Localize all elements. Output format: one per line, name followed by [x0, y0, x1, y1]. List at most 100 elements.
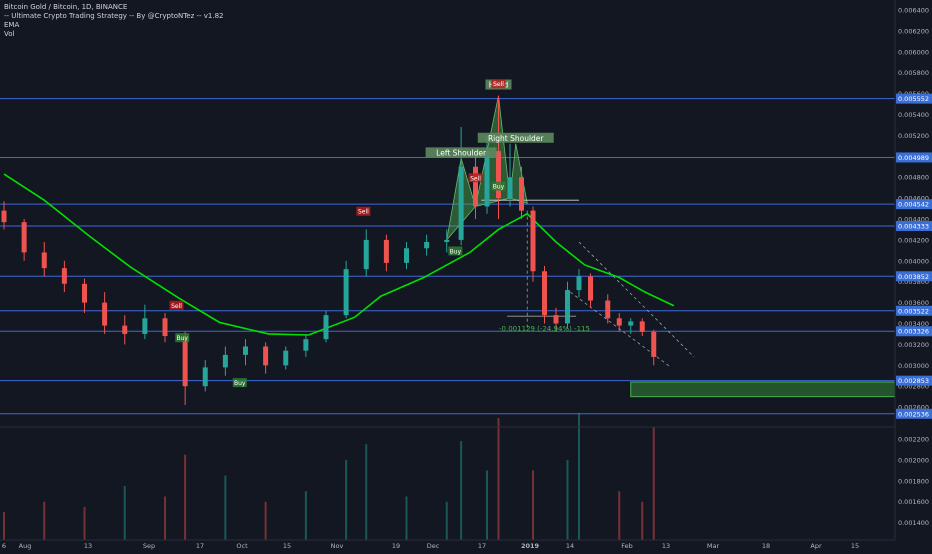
candle-body	[243, 346, 248, 355]
volume-bar	[460, 441, 463, 540]
price-tick-label: 0.003200	[898, 341, 929, 349]
volume-bar	[532, 470, 534, 540]
candle-body	[363, 239, 369, 270]
time-tick-label: Apr	[810, 542, 822, 550]
left-shoulder-label-bg	[425, 147, 497, 158]
candle-body	[458, 166, 464, 240]
volume-bar	[264, 501, 267, 540]
volume-bar	[83, 506, 86, 540]
time-tick-label: Nov	[331, 542, 344, 550]
level-label: 0.003326	[898, 328, 929, 336]
volume-bar	[365, 444, 368, 540]
time-tick-label: 13	[662, 542, 670, 550]
candle-body	[616, 318, 622, 326]
volume-bar	[566, 459, 569, 540]
price-tick-label: 0.006200	[898, 27, 929, 35]
time-tick-label: Feb	[621, 542, 633, 550]
volume-tick-label: 0.002200	[898, 436, 929, 444]
level-label: 0.003852	[898, 273, 929, 281]
level-label-bg	[896, 408, 932, 419]
sell-signal: Sell	[171, 303, 182, 310]
volume-bar	[184, 454, 187, 540]
level-label: 0.004989	[898, 154, 929, 162]
time-tick-label: Aug	[19, 542, 32, 550]
buy-signal: Buy	[177, 335, 189, 342]
candle-body	[542, 271, 547, 316]
candle-body	[496, 151, 501, 199]
level-label-bg	[896, 305, 932, 316]
strategy-indicator[interactable]: -- Ultimate Crypto Trading Strategy -- B…	[4, 12, 224, 20]
candle-body	[303, 339, 309, 351]
ema-line	[3, 173, 675, 336]
sell-signal-bg	[169, 300, 184, 310]
volume-bar	[578, 412, 580, 540]
price-tick-label: 0.006000	[898, 48, 929, 56]
price-tick-label: 0.006400	[898, 7, 929, 15]
volume-bar	[224, 475, 227, 540]
candle-body	[283, 350, 289, 366]
volume-bar	[43, 501, 46, 540]
price-tick-label: 0.002600	[898, 404, 929, 412]
candle-body	[61, 268, 67, 284]
level-label: 0.002536	[898, 410, 929, 418]
candle-body	[484, 151, 490, 207]
time-tick-label: 19	[392, 542, 400, 550]
buy-signal: Buy	[493, 184, 505, 191]
volume-bar	[486, 470, 488, 540]
candle-body	[102, 302, 108, 326]
measure-label: -0.001129 (-24.94%) -115	[499, 325, 590, 333]
level-label-bg	[896, 93, 932, 104]
level-label-bg	[896, 152, 932, 163]
volume-tick-label: 0.002000	[898, 456, 929, 464]
candle-body	[383, 239, 389, 263]
candle-body	[404, 248, 409, 263]
candle-body	[21, 222, 27, 253]
candle-body	[142, 318, 148, 334]
time-tick-label: 15	[283, 542, 291, 550]
volume-bar	[3, 512, 5, 540]
price-tick-label: 0.004400	[898, 216, 929, 224]
right-shoulder-label-bg	[477, 132, 554, 143]
volume-bar	[345, 459, 348, 540]
volume-bar	[497, 418, 500, 540]
right-shoulder-label: Right Shoulder	[488, 134, 544, 143]
candle-body	[1, 210, 7, 223]
time-tick-label: Oct	[236, 542, 248, 550]
price-tick-label: 0.003000	[898, 362, 929, 370]
left-shoulder-label: Left Shoulder	[436, 148, 487, 157]
buy-signal-bg	[448, 246, 463, 256]
candle-body	[588, 276, 593, 301]
candle-body	[202, 367, 208, 387]
time-tick-label: Sep	[143, 542, 155, 550]
candle-body	[444, 239, 450, 242]
time-tick-label: Dec	[427, 542, 440, 550]
sell-signal: Sell	[358, 209, 369, 216]
price-tick-label: 0.005800	[898, 69, 929, 77]
time-tick-label: 17	[196, 542, 204, 550]
price-tick-label: 0.005200	[898, 132, 929, 140]
ema-indicator[interactable]: EMA	[4, 21, 20, 29]
candle-body	[182, 336, 188, 387]
candle-body	[222, 354, 228, 368]
symbol-title[interactable]: Bitcoin Gold / Bitcoin, 1D, BINANCE	[4, 3, 128, 11]
buy-signal: Buy	[450, 248, 462, 255]
volume-tick-label: 0.001800	[898, 477, 929, 485]
buy-signal-bg	[491, 181, 506, 191]
candle-body	[605, 300, 611, 319]
sell-signal-bg	[356, 206, 371, 216]
target-zone	[630, 381, 905, 398]
candle-body	[553, 315, 559, 324]
time-tick-label: 17	[478, 542, 486, 550]
price-tick-label: 0.005400	[898, 111, 929, 119]
candle-body	[162, 318, 168, 337]
volume-bar	[618, 491, 621, 540]
candle-body	[473, 166, 478, 207]
candle-body	[343, 269, 349, 316]
sell-signal: Sell	[493, 81, 504, 88]
volume-indicator[interactable]: Vol	[4, 30, 15, 38]
volume-bar	[405, 496, 408, 540]
level-label: 0.004333	[898, 223, 929, 231]
level-label-bg	[896, 199, 932, 210]
